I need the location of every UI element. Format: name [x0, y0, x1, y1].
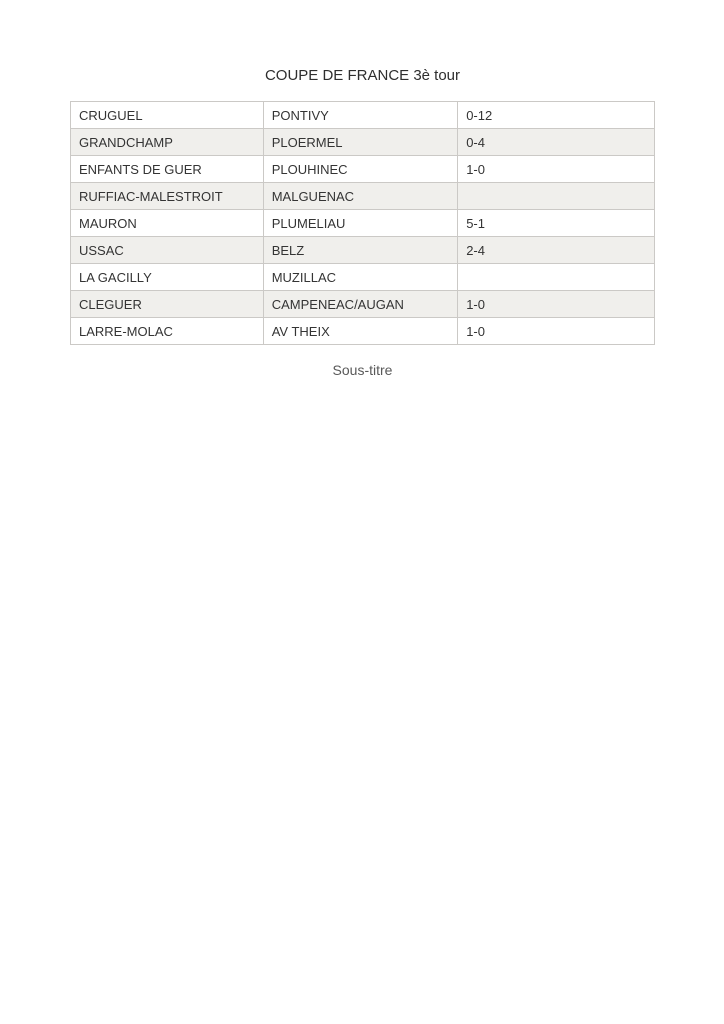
table-row: CRUGUEL PONTIVY 0-12	[70, 101, 655, 129]
table-row: USSAC BELZ 2-4	[70, 236, 655, 264]
score-cell	[457, 182, 655, 210]
results-table: CRUGUEL PONTIVY 0-12 GRANDCHAMP PLOERMEL…	[70, 101, 655, 345]
results-table-body: CRUGUEL PONTIVY 0-12 GRANDCHAMP PLOERMEL…	[70, 101, 655, 345]
score-cell: 5-1	[457, 209, 655, 237]
table-row: MAURON PLUMELIAU 5-1	[70, 209, 655, 237]
table-row: LA GACILLY MUZILLAC	[70, 263, 655, 291]
score-cell: 1-0	[457, 290, 655, 318]
home-team-cell: GRANDCHAMP	[70, 128, 264, 156]
away-team-cell: PLUMELIAU	[262, 209, 459, 237]
home-team-cell: CLEGUER	[70, 290, 264, 318]
away-team-cell: BELZ	[262, 236, 459, 264]
table-row: GRANDCHAMP PLOERMEL 0-4	[70, 128, 655, 156]
table-row: RUFFIAC-MALESTROIT MALGUENAC	[70, 182, 655, 210]
home-team-cell: MAURON	[70, 209, 264, 237]
page-title: COUPE DE FRANCE 3è tour	[264, 67, 461, 84]
page-subtitle: Sous-titre	[332, 362, 393, 378]
away-team-cell: PLOUHINEC	[262, 155, 459, 183]
table-row: CLEGUER CAMPENEAC/AUGAN 1-0	[70, 290, 655, 318]
away-team-cell: PONTIVY	[262, 101, 459, 129]
score-cell: 2-4	[457, 236, 655, 264]
home-team-cell: USSAC	[70, 236, 264, 264]
score-cell: 1-0	[457, 155, 655, 183]
score-cell: 0-12	[457, 101, 655, 129]
away-team-cell: PLOERMEL	[262, 128, 459, 156]
table-row: ENFANTS DE GUER PLOUHINEC 1-0	[70, 155, 655, 183]
score-cell	[457, 263, 655, 291]
table-row: LARRE-MOLAC AV THEIX 1-0	[70, 317, 655, 345]
home-team-cell: ENFANTS DE GUER	[70, 155, 264, 183]
home-team-cell: CRUGUEL	[70, 101, 264, 129]
away-team-cell: CAMPENEAC/AUGAN	[262, 290, 459, 318]
home-team-cell: LARRE-MOLAC	[70, 317, 264, 345]
home-team-cell: LA GACILLY	[70, 263, 264, 291]
away-team-cell: AV THEIX	[262, 317, 459, 345]
score-cell: 1-0	[457, 317, 655, 345]
home-team-cell: RUFFIAC-MALESTROIT	[70, 182, 264, 210]
score-cell: 0-4	[457, 128, 655, 156]
away-team-cell: MUZILLAC	[262, 263, 459, 291]
away-team-cell: MALGUENAC	[262, 182, 459, 210]
